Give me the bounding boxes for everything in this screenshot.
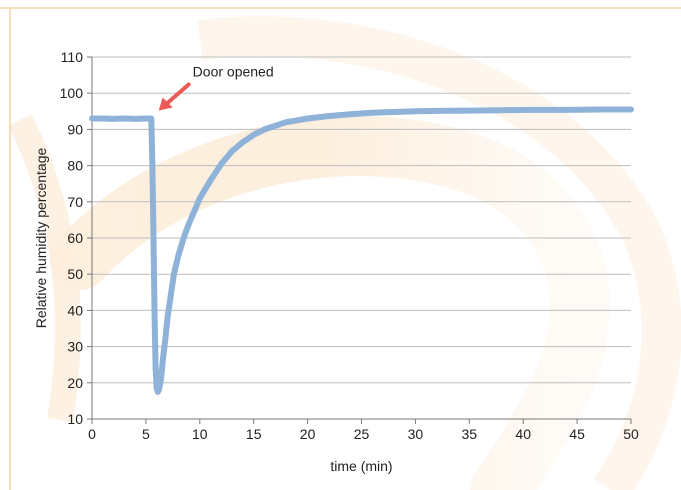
series-group: [89, 106, 634, 395]
y-tick-label-1: 20: [67, 375, 83, 391]
x-tick-label-8: 40: [515, 426, 531, 442]
y-tick-1: 20: [67, 375, 92, 391]
watermark-swoosh-outer: [197, 16, 681, 490]
x-tick-7: 35: [462, 419, 478, 442]
x-ticks: 0 5 10 15 20 25 30 35 40 45 50: [88, 419, 639, 442]
x-tick-label-5: 25: [354, 426, 370, 442]
annotations: Door opened: [158, 64, 274, 111]
y-tick-label-4: 50: [67, 266, 83, 282]
x-tick-label-6: 30: [408, 426, 424, 442]
watermark-swoosh-left: [8, 114, 81, 423]
x-tick-8: 40: [515, 419, 531, 442]
x-tick-label-4: 20: [300, 426, 316, 442]
y-tick-7: 80: [67, 158, 92, 174]
x-tick-label-9: 45: [569, 426, 585, 442]
x-tick-label-7: 35: [462, 426, 478, 442]
y-tick-6: 70: [67, 194, 92, 210]
x-tick-9: 45: [569, 419, 585, 442]
y-tick-label-3: 40: [67, 302, 83, 318]
y-tick-8: 90: [67, 121, 92, 137]
x-tick-1: 5: [142, 419, 150, 442]
y-tick-label-7: 80: [67, 158, 83, 174]
x-tick-3: 15: [246, 419, 262, 442]
y-tick-label-2: 30: [67, 339, 83, 355]
x-tick-label-3: 15: [246, 426, 262, 442]
x-tick-label-0: 0: [88, 426, 96, 442]
series-line-0: [89, 106, 634, 395]
x-tick-10: 50: [623, 419, 639, 442]
y-tick-label-8: 90: [67, 121, 83, 137]
x-tick-5: 25: [354, 419, 370, 442]
y-tick-label-10: 110: [61, 49, 84, 65]
annotation-arrow-0: [163, 82, 191, 107]
annotation-label-0: Door opened: [193, 64, 274, 80]
y-tick-3: 40: [67, 302, 92, 318]
annotation-arrowhead-0: [158, 97, 173, 111]
y-tick-5: 60: [67, 230, 92, 246]
x-axis-label: time (min): [330, 458, 392, 474]
y-tick-4: 50: [67, 266, 92, 282]
watermark-swoosh: [50, 116, 610, 490]
x-tick-label-10: 50: [623, 426, 639, 442]
y-tick-10: 110: [61, 49, 92, 65]
y-tick-label-0: 10: [67, 411, 83, 427]
y-tick-2: 30: [67, 339, 92, 355]
x-tick-4: 20: [300, 419, 316, 442]
y-axis-label: Relative humidity percentage: [33, 148, 49, 329]
x-tick-label-2: 10: [192, 426, 208, 442]
x-tick-0: 0: [88, 419, 96, 442]
x-tick-2: 10: [192, 419, 208, 442]
y-tick-0: 10: [67, 411, 92, 427]
y-tick-9: 100: [60, 85, 92, 101]
y-tick-label-9: 100: [60, 85, 84, 101]
y-tick-label-6: 70: [67, 194, 83, 210]
y-tick-label-5: 60: [67, 230, 83, 246]
x-tick-6: 30: [408, 419, 424, 442]
y-ticks: 10 20 30 40 50 60 70 80 90 100 110: [60, 49, 92, 427]
x-tick-label-1: 5: [142, 426, 150, 442]
